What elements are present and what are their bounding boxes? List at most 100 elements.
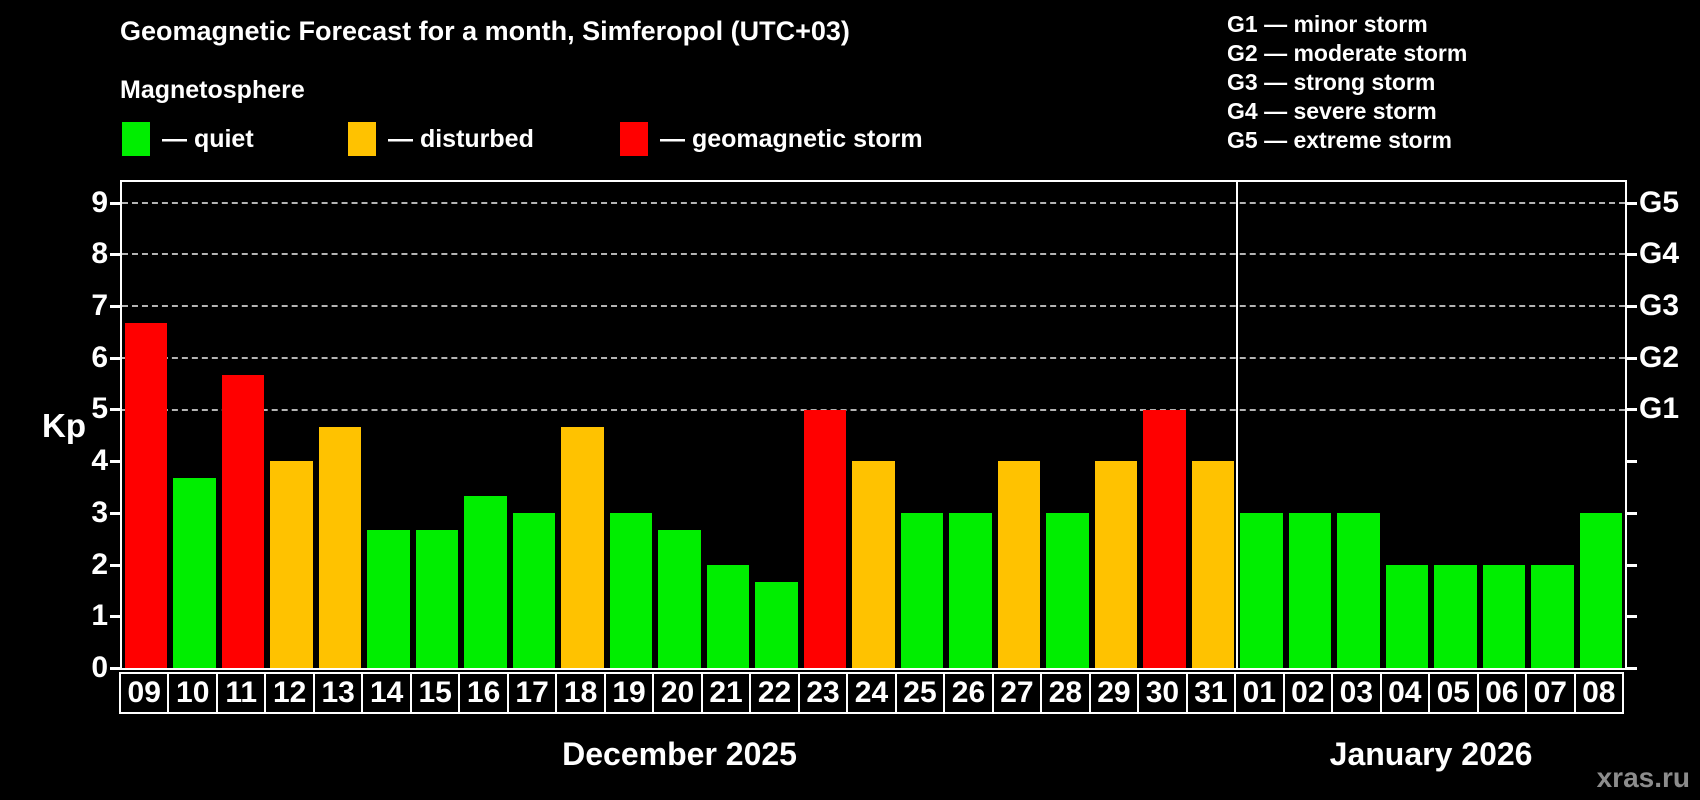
g4-legend-line: G4 — severe storm — [1227, 98, 1437, 124]
watermark: xras.ru — [1596, 762, 1690, 793]
kp-bar-december-13 — [318, 426, 362, 668]
date-cell-january-05: 05 — [1428, 672, 1479, 714]
kp-bar-december-10 — [173, 478, 216, 668]
g-scale-label-g1: G1 — [1639, 392, 1680, 426]
date-cell-january-08: 08 — [1573, 672, 1624, 714]
date-cell-january-07: 07 — [1525, 672, 1576, 714]
g-scale-label-g4: G4 — [1639, 237, 1680, 271]
magnetosphere-subtitle: Magnetosphere — [120, 76, 305, 104]
kp-bar-december-27 — [997, 461, 1041, 668]
left-tick-kp-3 — [110, 511, 120, 515]
legend-item-disturbed: — disturbed — [348, 120, 534, 158]
date-cell-december-23: 23 — [797, 672, 849, 714]
right-tick-kp-6 — [1627, 356, 1637, 360]
kp-bar-december-29 — [1094, 461, 1138, 668]
legend-item-quiet: — quiet — [122, 120, 254, 158]
y-tick-label-5: 5 — [91, 392, 108, 426]
date-cell-december-28: 28 — [1040, 672, 1091, 714]
y-tick-label-6: 6 — [91, 340, 108, 374]
date-cell-december-09: 09 — [119, 672, 170, 714]
kp-bar-december-21 — [706, 564, 750, 668]
date-cell-december-17: 17 — [506, 672, 558, 714]
date-cell-december-16: 16 — [458, 672, 509, 714]
legend-label-quiet: — quiet — [162, 124, 254, 153]
date-cell-december-19: 19 — [603, 672, 655, 714]
kp-bar-december-14 — [367, 529, 410, 668]
date-cell-december-15: 15 — [409, 672, 461, 714]
kp-bar-december-09 — [125, 323, 168, 668]
right-tick-kp-5 — [1627, 408, 1637, 412]
gridline-kp-6 — [122, 356, 1625, 359]
gridline-kp-7 — [122, 305, 1625, 308]
kp-bar-january-08 — [1579, 512, 1622, 668]
kp-bar-december-11 — [221, 374, 265, 668]
y-axis-label-kp: Kp — [42, 407, 86, 444]
date-cell-december-20: 20 — [652, 672, 703, 714]
y-tick-label-3: 3 — [91, 495, 108, 529]
y-tick-label-1: 1 — [91, 599, 108, 633]
storm-color-swatch — [620, 122, 648, 156]
date-cell-december-25: 25 — [894, 672, 946, 714]
gridline-kp-8 — [122, 253, 1625, 256]
kp-bar-december-30 — [1143, 409, 1186, 668]
left-tick-kp-1 — [110, 615, 120, 619]
date-cell-january-02: 02 — [1282, 672, 1334, 714]
kp-bar-december-16 — [464, 495, 507, 668]
page-title: Geomagnetic Forecast for a month, Simfer… — [120, 16, 850, 46]
right-tick-kp-2 — [1627, 563, 1637, 567]
kp-bar-december-26 — [949, 512, 992, 668]
g1-legend-line: G1 — minor storm — [1227, 11, 1428, 37]
date-cell-december-21: 21 — [700, 672, 752, 714]
month-label-december-2025: December 2025 — [562, 736, 797, 772]
date-cell-december-30: 30 — [1137, 672, 1188, 714]
y-tick-label-2: 2 — [91, 547, 108, 581]
date-cell-january-04: 04 — [1379, 672, 1431, 714]
right-tick-kp-7 — [1627, 305, 1637, 309]
kp-bar-december-12 — [270, 461, 313, 668]
left-tick-kp-6 — [110, 356, 120, 360]
date-cell-december-31: 31 — [1185, 672, 1237, 714]
legend-label-disturbed: — disturbed — [388, 124, 534, 153]
date-cell-december-26: 26 — [943, 672, 994, 714]
date-cell-december-13: 13 — [312, 672, 364, 714]
left-tick-kp-0 — [110, 667, 120, 670]
kp-bar-december-24 — [852, 461, 895, 668]
g-scale-legend: G1 — minor storm G2 — moderate storm G3 … — [1227, 10, 1467, 155]
kp-bar-december-15 — [415, 529, 459, 668]
kp-bar-january-02 — [1288, 512, 1332, 668]
g2-legend-line: G2 — moderate storm — [1227, 40, 1468, 66]
y-tick-label-4: 4 — [91, 444, 108, 478]
date-cell-december-27: 27 — [991, 672, 1043, 714]
right-tick-kp-8 — [1627, 253, 1637, 257]
date-cell-december-22: 22 — [749, 672, 800, 714]
y-tick-label-9: 9 — [91, 185, 108, 219]
gridline-kp-9 — [122, 201, 1625, 204]
plot-area — [120, 180, 1627, 670]
g3-legend-line: G3 — strong storm — [1227, 69, 1436, 95]
left-tick-kp-8 — [110, 253, 120, 257]
g-scale-label-g2: G2 — [1639, 340, 1680, 374]
legend-label-storm: — geomagnetic storm — [660, 124, 923, 153]
g5-legend-line: G5 — extreme storm — [1227, 127, 1452, 153]
right-tick-kp-4 — [1627, 460, 1637, 464]
y-tick-label-8: 8 — [91, 237, 108, 271]
left-tick-kp-9 — [110, 201, 120, 205]
left-tick-kp-7 — [110, 305, 120, 309]
kp-bar-december-17 — [512, 512, 556, 668]
date-cell-january-03: 03 — [1331, 672, 1382, 714]
kp-bar-january-05 — [1434, 564, 1477, 668]
date-cell-december-29: 29 — [1088, 672, 1140, 714]
kp-bar-december-20 — [658, 529, 701, 668]
right-tick-kp-9 — [1627, 201, 1637, 205]
g-scale-label-g5: G5 — [1639, 185, 1680, 219]
y-tick-label-0: 0 — [91, 651, 108, 684]
date-cell-december-12: 12 — [264, 672, 315, 714]
month-separator-line — [1236, 182, 1239, 668]
kp-bar-january-07 — [1531, 564, 1574, 668]
gridline-kp-5 — [122, 408, 1625, 411]
kp-bar-december-28 — [1046, 512, 1089, 668]
left-tick-kp-2 — [110, 563, 120, 567]
kp-bar-december-19 — [609, 512, 653, 668]
left-tick-kp-5 — [110, 408, 120, 412]
